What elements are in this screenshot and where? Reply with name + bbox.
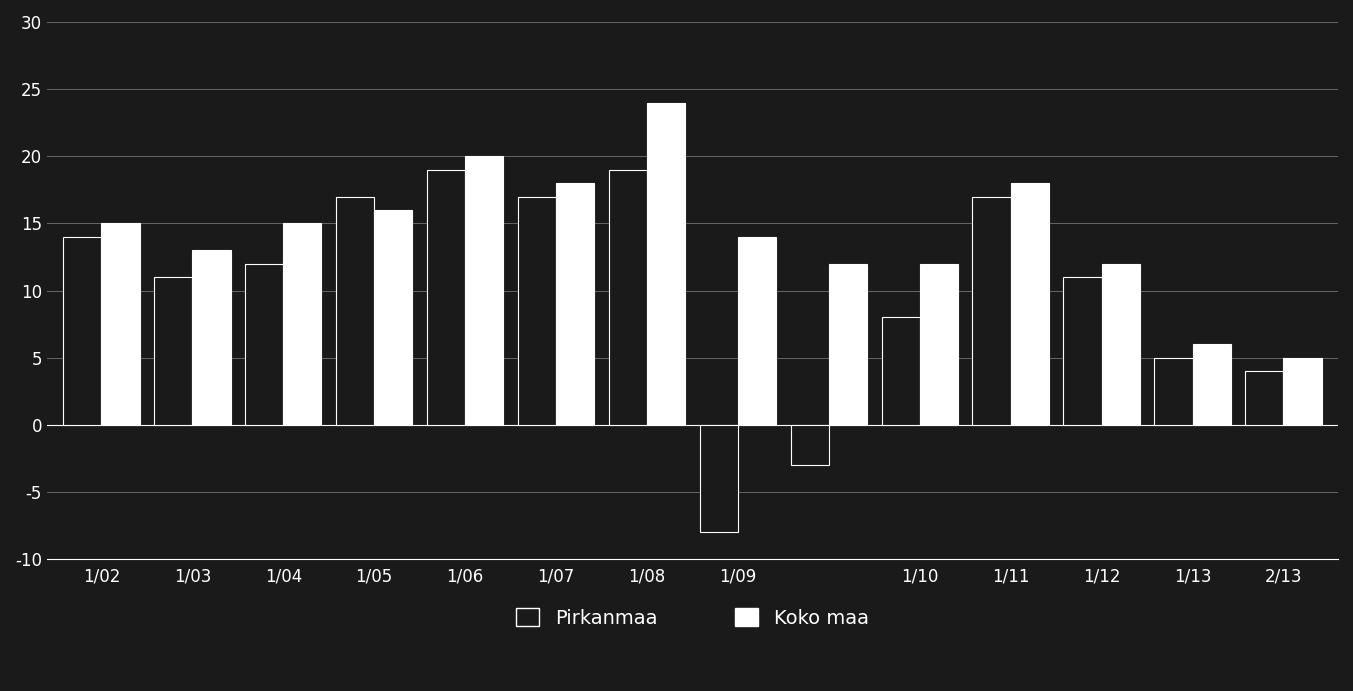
Bar <box>882 317 920 425</box>
Bar <box>154 277 192 425</box>
Bar <box>245 264 283 425</box>
Bar <box>1154 358 1192 425</box>
Bar <box>465 156 503 425</box>
Bar <box>336 196 375 425</box>
Legend: Pirkanmaa, Koko maa: Pirkanmaa, Koko maa <box>509 600 877 635</box>
Bar <box>647 102 685 425</box>
Bar <box>1101 264 1139 425</box>
Bar <box>428 170 465 425</box>
Bar <box>829 264 867 425</box>
Bar <box>518 196 556 425</box>
Bar <box>1011 183 1049 425</box>
Bar <box>790 425 829 465</box>
Bar <box>700 425 737 532</box>
Bar <box>1284 358 1322 425</box>
Bar <box>973 196 1011 425</box>
Bar <box>920 264 958 425</box>
Bar <box>375 210 413 425</box>
Bar <box>64 237 101 425</box>
Bar <box>1245 371 1284 425</box>
Bar <box>1063 277 1101 425</box>
Bar <box>192 250 230 425</box>
Bar <box>101 223 139 425</box>
Bar <box>737 237 777 425</box>
Bar <box>556 183 594 425</box>
Bar <box>609 170 647 425</box>
Bar <box>1192 344 1231 425</box>
Bar <box>283 223 322 425</box>
